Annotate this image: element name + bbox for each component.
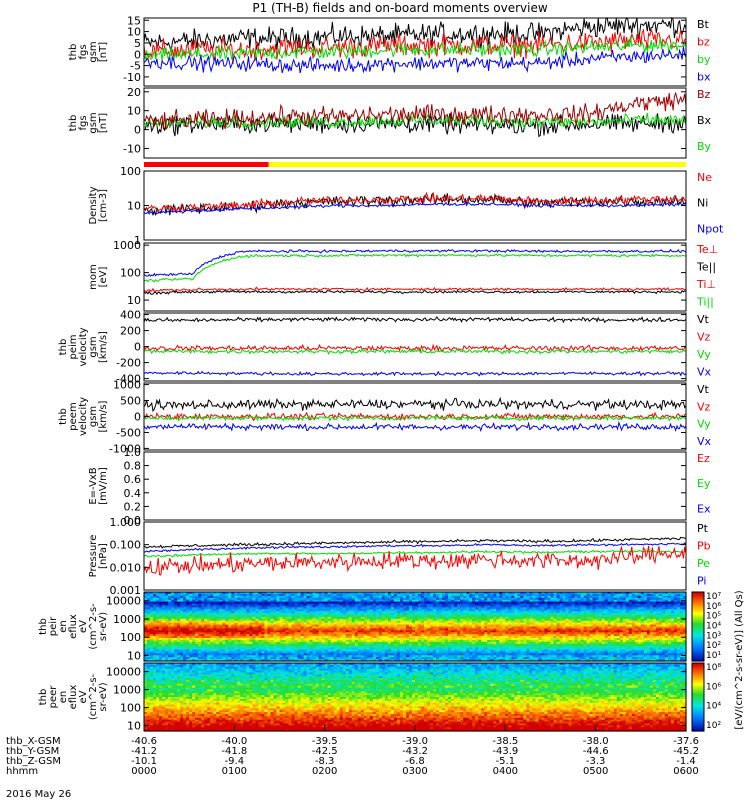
y-axis-label: [km/s] [98, 331, 109, 363]
legend-entry: Ti|| [696, 296, 714, 309]
heatmap-peir [144, 592, 687, 662]
y-tick-label: -10 [123, 71, 141, 84]
legend-entry: Te|| [696, 261, 716, 274]
y-tick-label: -10 [123, 143, 141, 156]
y-tick-label: 10 [127, 105, 141, 118]
y-axis-label: [nPa] [98, 543, 109, 569]
legend-entry: Vy [697, 348, 711, 361]
y-tick-label: 10 [127, 200, 141, 213]
y-tick-label: 10 [127, 294, 141, 307]
series-line-pressure-3 [144, 546, 686, 575]
legend-entry: Vz [697, 331, 711, 344]
y-tick-label: 0 [134, 124, 141, 137]
legend-entry: Npot [697, 222, 724, 235]
y-tick-label: 0.010 [110, 561, 142, 574]
series-line-temp-1 [144, 254, 686, 282]
y-tick-label: 0 [134, 341, 141, 354]
y-tick-label: 1000 [113, 239, 141, 252]
legend-entry: Bx [697, 114, 712, 127]
y-tick-label: 0.4 [124, 487, 142, 500]
y-axis-label: [cm-3] [98, 189, 109, 222]
legend-entry: By [697, 140, 712, 153]
y-tick-label: -500 [116, 426, 141, 439]
series-line-temp-3 [144, 290, 686, 294]
y-tick-label: 100 [120, 165, 141, 178]
y-axis-label: [nT] [98, 42, 109, 62]
legend-entry: bx [697, 71, 711, 84]
y-axis-label: [eV] [98, 267, 109, 288]
y-tick-label: 20 [127, 86, 141, 99]
legend-entry: Ni [697, 197, 708, 210]
panel-pressure: 1.0000.1000.0100.001Pressure[nPa]PtPbPeP… [88, 516, 711, 597]
legend-entry: Ex [697, 502, 711, 515]
legend-entry: Pb [697, 540, 711, 553]
series-line-peim-3 [144, 372, 686, 376]
y-tick-label: -200 [116, 357, 141, 370]
legend-entry: Ne [697, 171, 712, 184]
y-tick-label: 200 [120, 325, 141, 338]
legend-entry: Ey [697, 477, 711, 490]
legend-entry: Bt [697, 18, 710, 31]
legend-entry: Vy [697, 418, 711, 431]
legend-entry: Pe [697, 557, 710, 570]
legend-entry: Vt [697, 313, 710, 326]
legend-entry: Vt [697, 383, 710, 396]
y-axis-label: [mV/m] [98, 467, 109, 505]
legend-entry: bz [697, 36, 710, 49]
series-line-peem-0 [144, 398, 686, 411]
series-line-temp-0 [144, 250, 686, 277]
legend-entry: Ez [697, 452, 710, 465]
legend-entry: Vz [697, 400, 711, 413]
y-tick-label: 0.100 [110, 539, 142, 552]
y-tick-label: 400 [120, 309, 141, 322]
legend-entry: Pi [697, 575, 706, 588]
series-line-peem-3 [144, 423, 686, 431]
series-line-peim-0 [144, 317, 686, 322]
y-axis-label: [nT] [98, 113, 109, 133]
panel-frame [144, 243, 686, 311]
panel-frame [144, 452, 686, 520]
y-tick-label: 0 [134, 411, 141, 424]
legend-entry: Ti⊥ [696, 278, 716, 291]
series-line-pressure-1 [144, 543, 686, 552]
plot-date: 2016 May 26 [6, 789, 71, 800]
y-tick-label: 1.000 [110, 516, 142, 529]
plot-title: P1 (TH-B) fields and on-board moments ov… [252, 1, 548, 15]
y-tick-label: 100 [120, 267, 141, 280]
y-tick-label: 0.6 [124, 473, 142, 486]
y-tick-label: 0.2 [124, 500, 142, 513]
y-tick-label: 500 [120, 395, 141, 408]
y-tick-label: 0.8 [124, 460, 142, 473]
legend-entry: Te⊥ [696, 243, 718, 256]
y-tick-label: 1.0 [124, 446, 142, 459]
legend-entry: Pt [697, 522, 709, 535]
legend-entry: Bz [697, 88, 711, 101]
legend-entry: by [697, 53, 711, 66]
legend-entry: Vx [697, 435, 712, 448]
y-axis-label: [km/s] [98, 400, 109, 432]
legend-entry: Vx [697, 366, 712, 379]
y-tick-label: 1000 [113, 379, 141, 392]
